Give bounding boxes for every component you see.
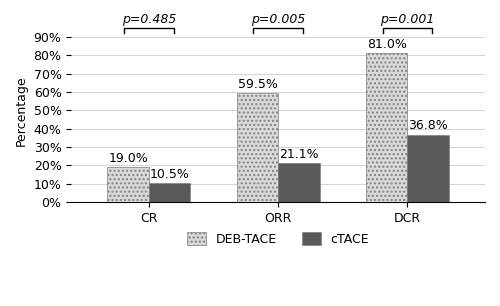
Text: 81.0%: 81.0% [367,38,406,51]
Legend: DEB-TACE, cTACE: DEB-TACE, cTACE [182,227,374,251]
Text: 36.8%: 36.8% [408,119,448,132]
Text: p=0.005: p=0.005 [251,13,306,26]
Text: 10.5%: 10.5% [150,168,190,181]
Bar [108,167,149,202]
Bar [366,54,408,202]
Text: p=0.001: p=0.001 [380,13,434,26]
Text: 21.1%: 21.1% [279,148,318,161]
Text: 59.5%: 59.5% [238,78,278,91]
Bar [149,183,190,202]
Y-axis label: Percentage: Percentage [15,75,28,146]
Bar [237,93,278,202]
Bar [278,163,320,202]
Text: p=0.485: p=0.485 [122,13,176,26]
Text: 19.0%: 19.0% [108,152,148,165]
Bar [408,135,449,202]
